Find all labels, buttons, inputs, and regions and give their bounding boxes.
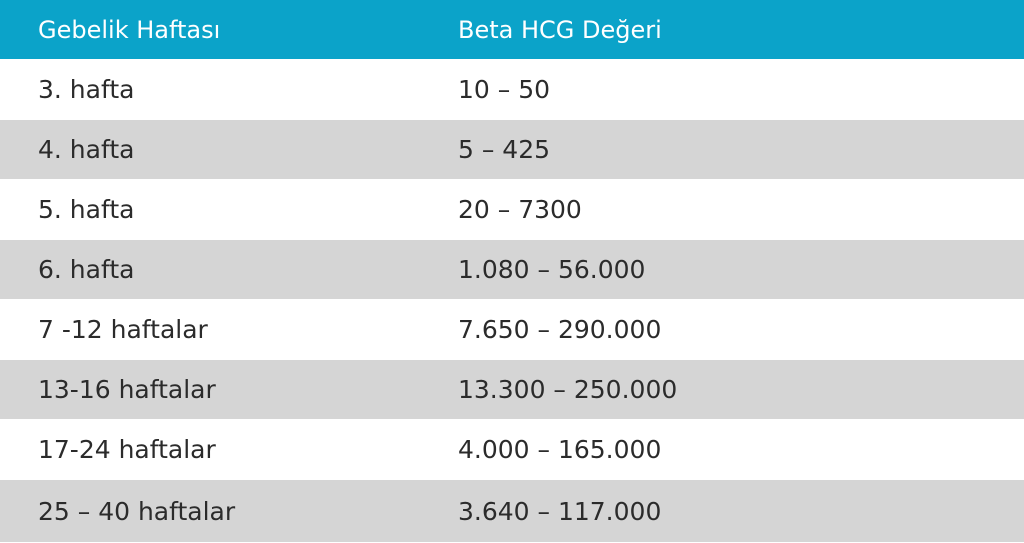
table-row: 5. hafta 20 – 7300 — [0, 180, 1024, 240]
table-cell: 13-16 haftalar — [38, 375, 216, 404]
table-cell: 3. hafta — [38, 75, 135, 104]
table-cell: 7.650 – 290.000 — [458, 315, 662, 344]
table-cell: 13.300 – 250.000 — [458, 375, 678, 404]
table-row: 25 – 40 haftalar 3.640 – 117.000 — [0, 480, 1024, 543]
table-row: 7 -12 haftalar 7.650 – 290.000 — [0, 300, 1024, 360]
table-row: 4. hafta 5 – 425 — [0, 120, 1024, 180]
table-cell: 1.080 – 56.000 — [458, 255, 646, 284]
table-cell: 17-24 haftalar — [38, 435, 216, 464]
table-cell: 6. hafta — [38, 255, 135, 284]
table-cell: 7 -12 haftalar — [38, 315, 208, 344]
table-cell: 20 – 7300 — [458, 195, 582, 224]
header-cell: Gebelik Haftası — [38, 15, 221, 44]
header-cell: Beta HCG Değeri — [458, 15, 662, 44]
table-row: 6. hafta 1.080 – 56.000 — [0, 240, 1024, 300]
table-cell: 5 – 425 — [458, 135, 551, 164]
table-cell: 5. hafta — [38, 195, 135, 224]
header-row: Gebelik Haftası Beta HCG Değeri — [0, 0, 1024, 60]
table-row: 3. hafta 10 – 50 — [0, 60, 1024, 120]
table-cell: 4. hafta — [38, 135, 135, 164]
table-cell: 25 – 40 haftalar — [38, 496, 236, 526]
table-cell: 4.000 – 165.000 — [458, 435, 662, 464]
table-row: 13-16 haftalar 13.300 – 250.000 — [0, 360, 1024, 420]
table-row: 17-24 haftalar 4.000 – 165.000 — [0, 420, 1024, 480]
table-cell: 3.640 – 117.000 — [458, 496, 662, 526]
table-cell: 10 – 50 — [458, 75, 551, 104]
